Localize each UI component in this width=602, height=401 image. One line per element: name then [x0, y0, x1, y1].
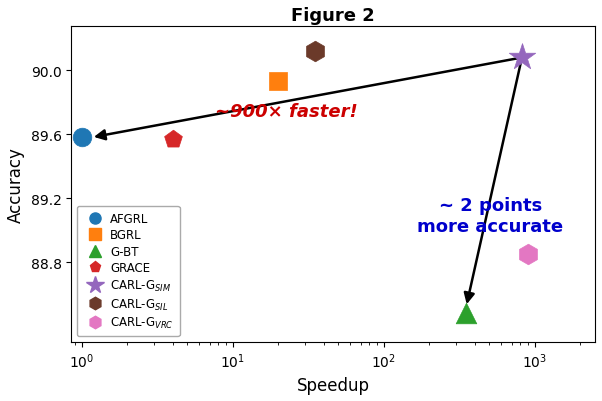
Point [168, 136, 178, 143]
Point [461, 310, 471, 317]
Text: ~ 2 points
more accurate: ~ 2 points more accurate [417, 196, 563, 235]
Text: ~900× faster!: ~900× faster! [215, 103, 358, 121]
Y-axis label: Accuracy: Accuracy [7, 146, 25, 222]
X-axis label: Speedup: Speedup [297, 376, 370, 394]
Title: Figure 2: Figure 2 [291, 7, 375, 25]
Point [77, 135, 87, 141]
Point [273, 79, 283, 85]
Point [517, 55, 527, 61]
Point [523, 251, 533, 258]
Legend: AFGRL, BGRL, G-BT, GRACE, CARL-G$_{SIM}$, CARL-G$_{SIL}$, CARL-G$_{VRC}$: AFGRL, BGRL, G-BT, GRACE, CARL-G$_{SIM}$… [77, 207, 179, 336]
Point [310, 49, 320, 55]
